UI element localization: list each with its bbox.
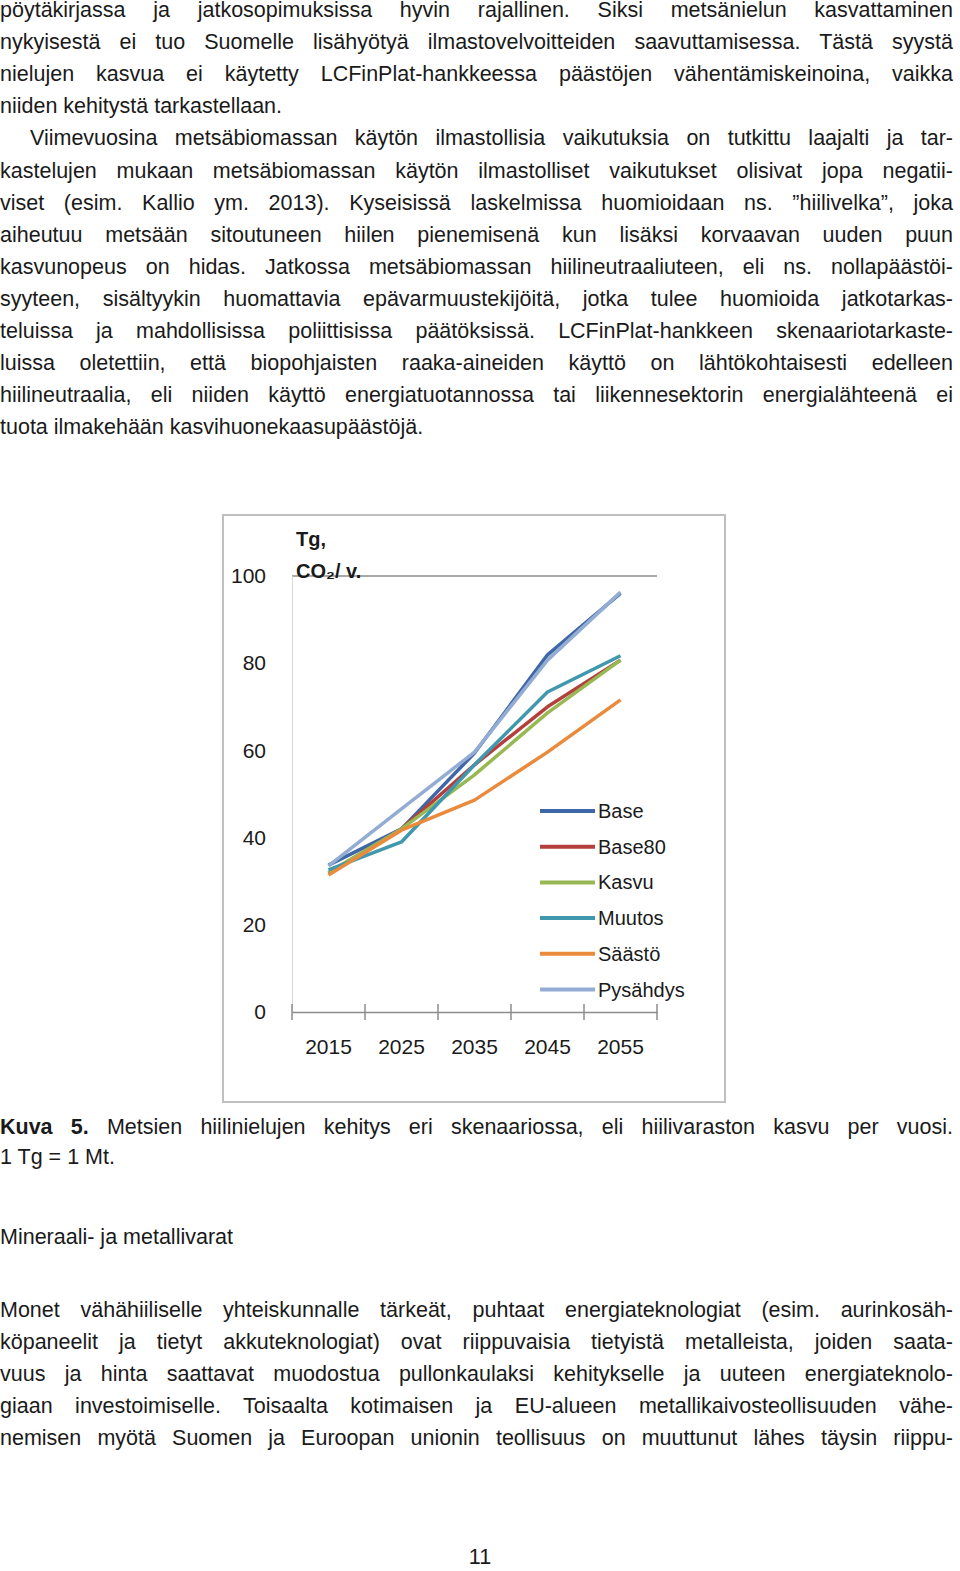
y-axis-line bbox=[292, 577, 293, 1013]
legend-label: Säästö bbox=[598, 943, 660, 965]
paragraph-line: tuota ilmakehään kasvihuonekaasupäästöjä… bbox=[0, 411, 423, 443]
x-tick: 2025 bbox=[378, 1012, 425, 1058]
section-heading: Mineraali- ja metallivarat bbox=[0, 1221, 233, 1253]
x-tick: 2055 bbox=[597, 1012, 644, 1058]
caption-label: Kuva 5. bbox=[0, 1115, 89, 1139]
y-tick: 80 bbox=[243, 651, 292, 674]
x-tick-label: 2055 bbox=[597, 1035, 644, 1058]
x-tick-divider bbox=[437, 1004, 439, 1020]
paragraph-line: Monet vähähiiliselle yhteiskunnalle tärk… bbox=[0, 1294, 953, 1326]
paragraph-line: aiheutuu metsään sitoutuneen hiilen pien… bbox=[0, 219, 953, 251]
x-axis-line bbox=[293, 1012, 658, 1014]
y-axis: 0 20 40 60 80 100 bbox=[231, 564, 293, 1023]
legend-swatch bbox=[540, 988, 595, 992]
y-tick-label: 80 bbox=[243, 651, 266, 674]
x-tick-divider bbox=[510, 1004, 512, 1020]
paragraph-line: syyteen, sisältyykin huomattavia epävarm… bbox=[0, 283, 953, 315]
y-axis-title-line: Tg, bbox=[296, 528, 326, 550]
caption: Kuva 5. Metsien hiilinielujen kehitys er… bbox=[0, 1111, 953, 1143]
legend-swatch bbox=[540, 916, 595, 920]
y-tick: 100 bbox=[231, 564, 292, 587]
x-tick-label: 2035 bbox=[451, 1035, 498, 1058]
paragraph-line: teluissa ja mahdollisissa poliittisissa … bbox=[0, 315, 953, 347]
series-line bbox=[329, 700, 621, 875]
y-tick: 40 bbox=[243, 826, 292, 849]
x-tick-divider bbox=[364, 1004, 366, 1020]
legend: Base Base80 Kasvu Muutos Säästö Pysähdys bbox=[540, 800, 685, 1001]
paragraph-line: nielujen kasvua ei käytetty LCFinPlat-ha… bbox=[0, 58, 953, 90]
legend-label: Base bbox=[598, 800, 644, 822]
paragraph-line: kasvunopeus on hidas. Jatkossa metsäbiom… bbox=[0, 251, 953, 283]
legend-label: Kasvu bbox=[598, 871, 654, 893]
x-tick-label: 2015 bbox=[305, 1035, 352, 1058]
paragraph-line: viset (esim. Kallio ym. 2013). Kyseisiss… bbox=[0, 187, 953, 219]
x-tick: 2045 bbox=[524, 1012, 571, 1058]
x-tick: 2015 bbox=[305, 1012, 352, 1058]
paragraph-line: vuus ja hinta saattavat muodostua pullon… bbox=[0, 1358, 953, 1390]
paragraph-line: pöytäkirjassa ja jatkosopimuksissa hyvin… bbox=[0, 0, 953, 26]
paragraph-line: nykyisestä ei tuo Suomelle lisähyötyä il… bbox=[0, 26, 953, 58]
y-tick-label: 20 bbox=[243, 913, 266, 936]
x-tick-divider bbox=[291, 1004, 293, 1020]
x-axis: 2015 2025 2035 2045 2055 bbox=[292, 1004, 658, 1058]
page-number: 11 bbox=[0, 1541, 960, 1571]
x-tick-label: 2025 bbox=[378, 1035, 425, 1058]
legend-label: Muutos bbox=[598, 907, 664, 929]
caption-text: Metsien hiilinielujen kehitys eri skenaa… bbox=[107, 1115, 953, 1139]
paragraph-line: niiden kehitystä tarkastellaan. bbox=[0, 90, 282, 122]
y-tick: 20 bbox=[243, 913, 292, 936]
y-axis-title-line: CO₂/ v. bbox=[296, 560, 361, 582]
y-tick-label: 100 bbox=[231, 564, 266, 587]
legend-swatch bbox=[540, 845, 595, 849]
y-tick-label: 60 bbox=[243, 739, 266, 762]
lines bbox=[329, 592, 621, 875]
paragraph-line: Viimevuosina metsäbiomassan käytön ilmas… bbox=[30, 122, 953, 154]
y-tick-label: 0 bbox=[254, 1000, 266, 1023]
paragraph-line: giaan investoimiselle. Toisaalta kotimai… bbox=[0, 1390, 953, 1422]
legend-swatch bbox=[540, 952, 595, 956]
paragraph-line: kastelujen mukaan metsäbiomassan käytön … bbox=[0, 155, 953, 187]
x-tick-divider bbox=[656, 1004, 658, 1020]
paragraph-line: hiilineutraalia, eli niiden käyttö energ… bbox=[0, 379, 953, 411]
y-axis-title: Tg, CO₂/ v. bbox=[296, 528, 361, 582]
paragraph-line: luissa oletettiin, että biopohjaisten ra… bbox=[0, 347, 953, 379]
y-tick: 0 bbox=[254, 1000, 292, 1023]
paragraph-line: köpaneelit ja tietyt akkuteknologiat) ov… bbox=[0, 1326, 953, 1358]
y-tick-label: 40 bbox=[243, 826, 266, 849]
x-tick-divider bbox=[583, 1004, 585, 1020]
series-line bbox=[329, 656, 621, 870]
x-tick-label: 2045 bbox=[524, 1035, 571, 1058]
legend-label: Base80 bbox=[598, 836, 666, 858]
legend-swatch bbox=[540, 880, 595, 884]
caption-note: 1 Tg = 1 Mt. bbox=[0, 1141, 115, 1173]
legend-label: Pysähdys bbox=[598, 979, 685, 1001]
paragraph-line: nemisen myötä Suomen ja Euroopan unionin… bbox=[0, 1422, 953, 1454]
series-line bbox=[329, 592, 621, 866]
chart-frame bbox=[223, 515, 725, 1102]
x-tick: 2035 bbox=[451, 1012, 498, 1058]
legend-swatch bbox=[540, 809, 595, 813]
y-tick: 60 bbox=[243, 739, 292, 762]
chart: 0 20 40 60 80 100 2015 2025 2035 2045 2055 Tg, CO₂/ … bbox=[222, 514, 726, 1103]
